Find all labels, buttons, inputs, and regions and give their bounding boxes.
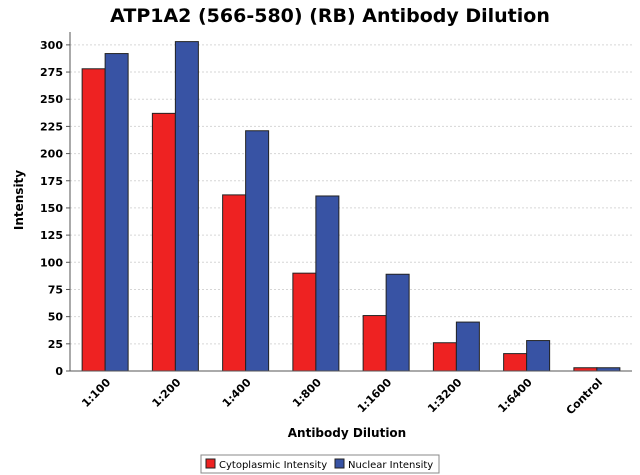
bar-cytoplasmic [292,272,317,372]
bar-cytoplasmic [151,112,176,372]
y-tick-label: 200 [40,148,63,161]
x-tick-label: 1:100 [79,376,113,410]
x-tick-label: Control [564,376,605,417]
y-tick-label: 50 [48,311,64,324]
x-tick-label: 1:200 [150,376,184,410]
bar-nuclear [174,41,199,372]
legend-swatch [334,458,345,469]
bar-cytoplasmic [503,353,528,372]
y-tick-label: 250 [40,93,63,106]
legend: Cytoplasmic Intensity Nuclear Intensity [200,454,440,474]
y-tick-label: 25 [48,338,63,351]
x-tick-label: 1:400 [220,376,254,410]
x-tick-label: 1:6400 [495,376,535,416]
y-tick-label: 0 [55,365,63,378]
y-tick-label: 75 [48,283,63,296]
bar-cytoplasmic [81,68,106,372]
x-tick-label: 1:1600 [355,376,395,416]
bar-nuclear [455,321,480,372]
x-axis-title: Antibody Dilution [288,426,406,440]
x-tick-labels: 1:100 1:200 1:400 1:800 1:1600 1:3200 1:6400 Co… [79,376,605,418]
bar-nuclear [104,53,129,372]
chart-title: ATP1A2 (566-580) (RB) Antibody Dilution [110,5,550,27]
legend-label: Cytoplasmic Intensity [219,460,327,471]
bar-nuclear [526,340,551,372]
bar-nuclear [245,130,270,372]
bars [81,41,621,372]
legend-swatch [205,458,216,469]
y-tick-label: 175 [40,175,63,188]
y-tick-label: 100 [40,256,63,269]
x-tick-label: 1:800 [290,376,324,410]
y-tick-label: 125 [40,229,63,242]
bar-cytoplasmic [222,194,247,372]
y-tick-labels: 0 25 50 75 100 125 150 175 200 225 250 275 300 [40,39,63,378]
bar-cytoplasmic [362,315,387,372]
y-tick-label: 300 [40,39,63,52]
axes [66,32,632,372]
y-tick-label: 225 [40,120,63,133]
y-axis-title: Intensity [12,170,26,230]
x-tick-label: 1:3200 [425,376,465,416]
y-tick-label: 275 [40,66,63,79]
bar-cytoplasmic [432,342,457,372]
legend-label: Nuclear Intensity [348,460,433,471]
y-tick-label: 150 [40,202,63,215]
bar-nuclear [385,273,410,372]
bar-nuclear [315,195,340,372]
legend-box [200,454,440,474]
